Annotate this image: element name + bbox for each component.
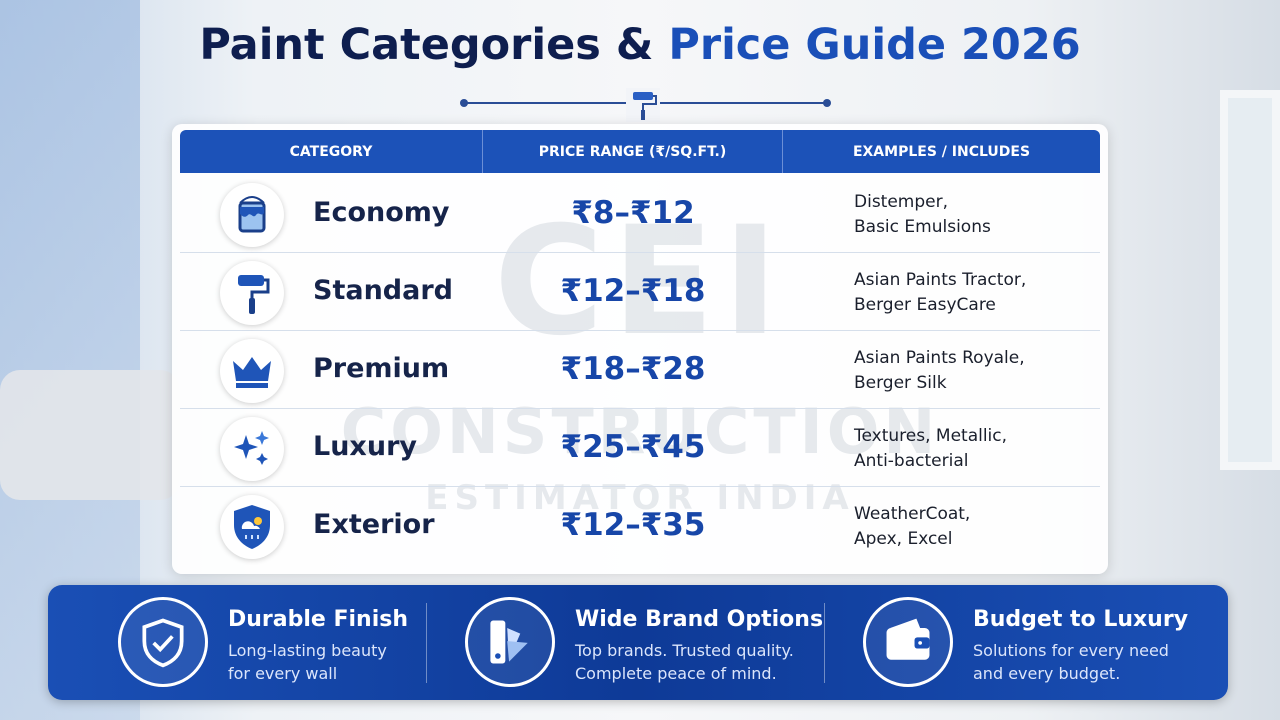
table-row: Economy ₹8–₹12 Distemper, Basic Emulsions xyxy=(180,175,1100,253)
table-row: Standard ₹12–₹18 Asian Paints Tractor, Berg… xyxy=(180,253,1100,331)
category-icon xyxy=(220,339,284,403)
table-row: Premium ₹18–₹28 Asian Paints Royale, Berger… xyxy=(180,331,1100,409)
examples: WeatherCoat, Apex, Excel xyxy=(854,502,970,552)
example-line: Textures, Metallic, xyxy=(854,426,1008,446)
category-icon xyxy=(220,417,284,481)
table-card xyxy=(172,124,1108,574)
category-name: Exterior xyxy=(313,509,435,540)
example-line: Distemper, xyxy=(854,192,948,212)
feature-banner: Durable Finish Long-lasting beauty for eve… xyxy=(48,585,1228,700)
feature-title: Budget to Luxury xyxy=(973,607,1189,632)
watermark: CONSTRUCTION xyxy=(340,395,940,468)
example-line: Asian Paints Tractor, xyxy=(854,270,1027,290)
category-name: Luxury xyxy=(313,431,417,462)
examples: Asian Paints Tractor, Berger EasyCare xyxy=(854,268,1026,318)
category-name: Premium xyxy=(313,353,450,384)
table-row: Luxury ₹25–₹45 Textures, Metallic, Anti-bac… xyxy=(180,409,1100,487)
background-window xyxy=(1220,90,1280,470)
examples: Distemper, Basic Emulsions xyxy=(854,190,991,240)
example-line: WeatherCoat, xyxy=(854,504,971,524)
column-header: PRICE RANGE (₹/SQ.FT.) xyxy=(483,130,783,173)
feature-text: for every wall xyxy=(228,664,338,683)
column-header: EXAMPLES / INCLUDES xyxy=(783,130,1100,173)
feature-icon xyxy=(465,597,555,687)
example-line: Berger Silk xyxy=(854,373,947,393)
price-range: ₹12–₹18 xyxy=(560,273,706,309)
category-icon xyxy=(220,261,284,325)
price-range: ₹18–₹28 xyxy=(560,351,706,387)
category-name: Economy xyxy=(313,197,450,228)
price-range: ₹12–₹35 xyxy=(560,507,706,543)
feature-title: Durable Finish xyxy=(228,607,409,632)
category-icon xyxy=(220,495,284,559)
examples: Asian Paints Royale, Berger Silk xyxy=(854,346,1025,396)
feature-text: Solutions for every need xyxy=(973,641,1169,660)
feature-text: and every budget. xyxy=(973,664,1121,683)
feature-text: Complete peace of mind. xyxy=(575,664,777,683)
example-line: Asian Paints Royale, xyxy=(854,348,1025,368)
example-line: Anti-bacterial xyxy=(854,451,969,471)
watermark: ESTIMATOR INDIA xyxy=(425,478,855,518)
background-sofa xyxy=(0,370,180,500)
examples: Textures, Metallic, Anti-bacterial xyxy=(854,424,1007,474)
separator xyxy=(824,603,825,683)
example-line: Apex, Excel xyxy=(854,529,953,549)
title-part: Paint Categories & xyxy=(199,20,654,70)
feature-icon xyxy=(863,597,953,687)
title-part: Price Guide 2026 xyxy=(668,20,1081,70)
price-range: ₹25–₹45 xyxy=(560,429,706,465)
title: Paint Categories & Price Guide 2026 xyxy=(0,20,1280,70)
table-row: Exterior ₹12–₹35 WeatherCoat, Apex, Excel xyxy=(180,487,1100,565)
feature-text: Top brands. Trusted quality. xyxy=(575,641,794,660)
column-header: CATEGORY xyxy=(180,130,483,173)
category-name: Standard xyxy=(313,275,453,306)
feature-title: Wide Brand Options xyxy=(575,607,824,632)
separator xyxy=(426,603,427,683)
example-line: Basic Emulsions xyxy=(854,217,991,237)
roller-icon xyxy=(626,88,660,122)
example-line: Berger EasyCare xyxy=(854,295,996,315)
feature-text: Long-lasting beauty xyxy=(228,641,387,660)
category-icon xyxy=(220,183,284,247)
watermark: CEI xyxy=(493,195,787,369)
feature-icon xyxy=(118,597,208,687)
price-range: ₹8–₹12 xyxy=(571,195,695,231)
